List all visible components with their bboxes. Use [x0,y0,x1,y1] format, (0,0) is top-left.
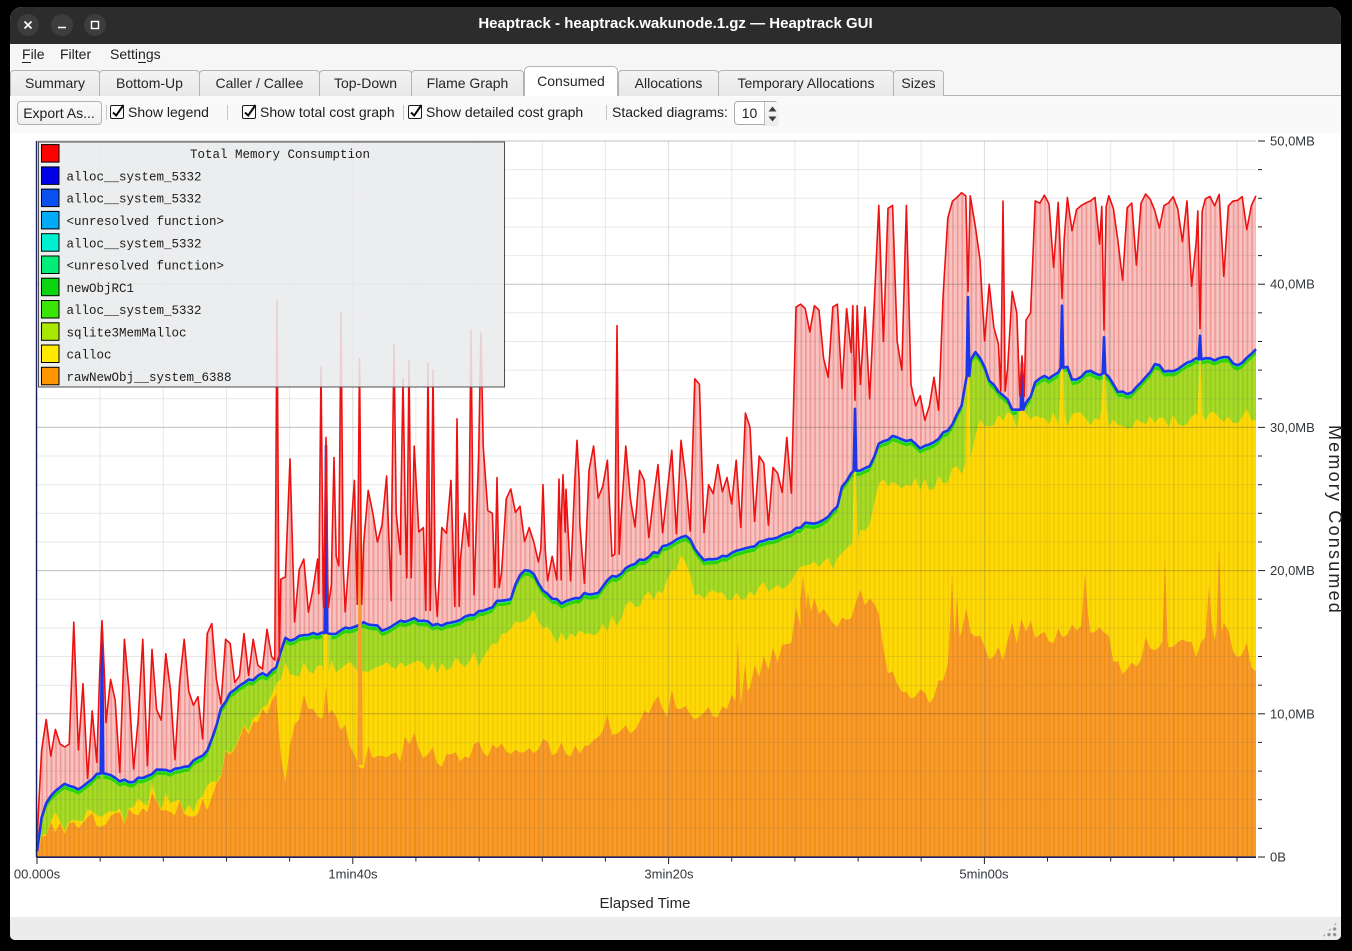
svg-text:Elapsed Time: Elapsed Time [600,895,691,912]
svg-text:30,0MB: 30,0MB [1270,420,1315,435]
svg-text:50,0MB: 50,0MB [1270,134,1315,149]
svg-text:calloc: calloc [67,349,112,363]
svg-text:rawNewObj__system_6388: rawNewObj__system_6388 [67,371,232,385]
svg-text:3min20s: 3min20s [644,867,694,882]
svg-text:10,0MB: 10,0MB [1270,706,1315,721]
svg-text:<unresolved function>: <unresolved function> [67,215,225,229]
svg-text:00.000s: 00.000s [14,867,61,882]
svg-text:alloc__system_5332: alloc__system_5332 [67,171,202,185]
svg-text:alloc__system_5332: alloc__system_5332 [67,304,202,318]
svg-text:alloc__system_5332: alloc__system_5332 [67,237,202,251]
svg-text:5min00s: 5min00s [959,867,1009,882]
svg-text:<unresolved function>: <unresolved function> [67,260,225,274]
svg-text:newObjRC1: newObjRC1 [67,282,135,296]
svg-text:Memory Consumed: Memory Consumed [1325,425,1345,615]
svg-text:alloc__system_5332: alloc__system_5332 [67,193,202,207]
svg-text:40,0MB: 40,0MB [1270,277,1315,292]
svg-text:0B: 0B [1270,850,1286,865]
svg-text:Total Memory Consumption: Total Memory Consumption [190,148,370,162]
svg-text:1min40s: 1min40s [328,867,378,882]
svg-text:sqlite3MemMalloc: sqlite3MemMalloc [67,326,187,340]
svg-text:20,0MB: 20,0MB [1270,563,1315,578]
